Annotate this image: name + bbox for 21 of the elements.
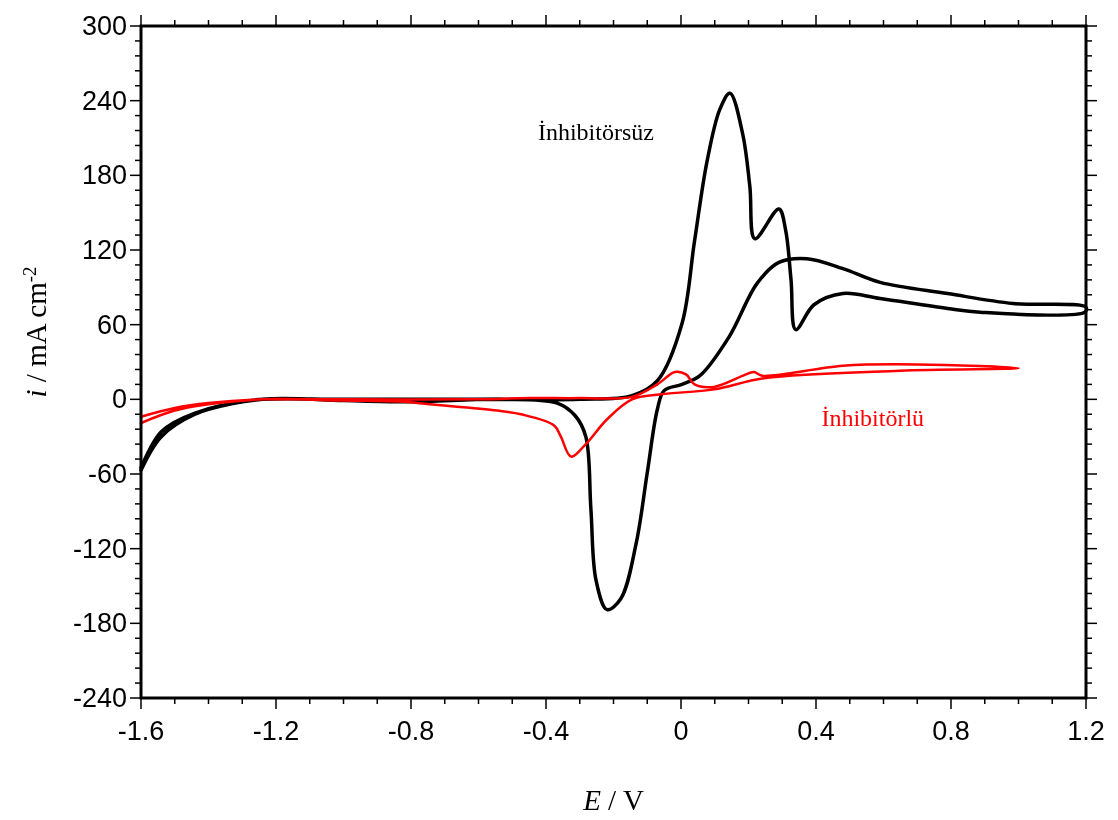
y-tick-label: 0: [111, 384, 127, 415]
y-tick-label: -180: [72, 608, 127, 639]
y-tick-label: 180: [81, 160, 127, 191]
x-tick-label: -1.2: [252, 716, 300, 746]
x-tick-label: 0: [673, 716, 689, 746]
y-tick-label: 240: [81, 85, 127, 116]
y-tick-label: 120: [81, 235, 127, 265]
y-tick-label: -120: [72, 533, 127, 564]
x-tick-label: -0.4: [522, 716, 570, 746]
text: İnhibitörsüz: [537, 119, 654, 146]
series-label: İnhibitörlü: [821, 404, 925, 431]
x-tick-label: 1.2: [1067, 716, 1105, 746]
x-tick-label: -0.8: [387, 716, 435, 746]
y-tick-label: 60: [96, 309, 127, 340]
y-tick-label: -60: [87, 459, 127, 489]
x-axis-title: E / V: [582, 784, 644, 816]
x-tick-label: -1.6: [117, 716, 165, 746]
y-tick-label: -240: [72, 683, 127, 713]
x-tick-label: 0.8: [932, 716, 970, 746]
x-tick-label: 0.4: [797, 716, 835, 746]
y-tick-label: 300: [81, 11, 127, 41]
